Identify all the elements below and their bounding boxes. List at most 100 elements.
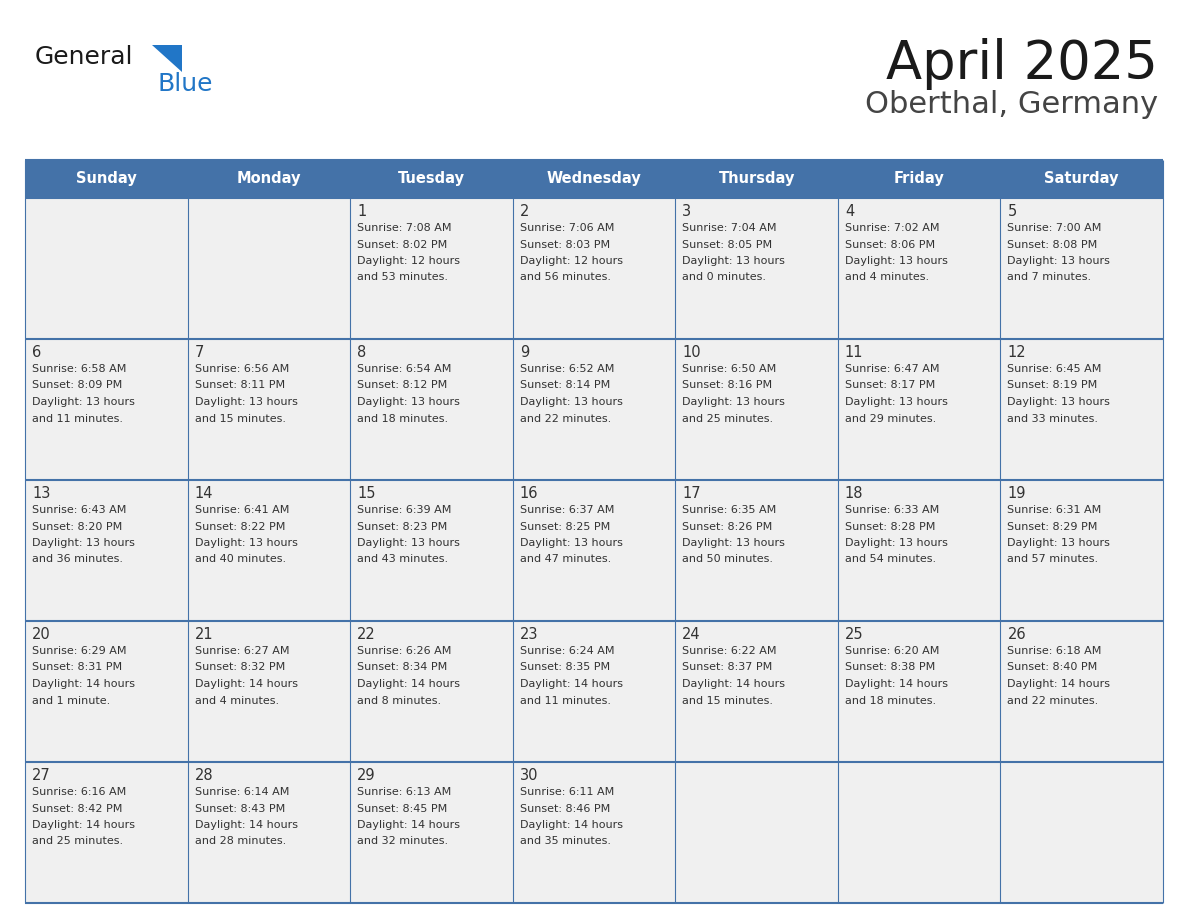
Bar [350, 621, 513, 762]
Text: Sunset: 8:37 PM: Sunset: 8:37 PM [682, 663, 772, 673]
Text: 10: 10 [682, 345, 701, 360]
Text: 4: 4 [845, 204, 854, 219]
Bar [350, 198, 513, 339]
Text: and 7 minutes.: and 7 minutes. [1007, 273, 1092, 283]
Text: and 43 minutes.: and 43 minutes. [358, 554, 448, 565]
Text: Sunset: 8:26 PM: Sunset: 8:26 PM [682, 521, 772, 532]
Text: Sunset: 8:16 PM: Sunset: 8:16 PM [682, 380, 772, 390]
Bar [25, 160, 188, 198]
Text: 28: 28 [195, 768, 213, 783]
Text: Sunrise: 6:26 AM: Sunrise: 6:26 AM [358, 646, 451, 656]
Bar [513, 480, 675, 621]
Text: Daylight: 13 hours: Daylight: 13 hours [845, 538, 948, 548]
Text: Sunrise: 6:16 AM: Sunrise: 6:16 AM [32, 787, 126, 797]
Bar [838, 339, 1000, 480]
Text: Sunrise: 6:54 AM: Sunrise: 6:54 AM [358, 364, 451, 374]
Text: Sunset: 8:45 PM: Sunset: 8:45 PM [358, 803, 448, 813]
Bar [1000, 480, 1163, 621]
Text: Sunset: 8:17 PM: Sunset: 8:17 PM [845, 380, 935, 390]
Text: Sunset: 8:11 PM: Sunset: 8:11 PM [195, 380, 285, 390]
Polygon shape [152, 45, 182, 72]
Text: 20: 20 [32, 627, 51, 642]
Text: and 54 minutes.: and 54 minutes. [845, 554, 936, 565]
Text: Sunset: 8:28 PM: Sunset: 8:28 PM [845, 521, 935, 532]
Text: April 2025: April 2025 [886, 38, 1158, 90]
Text: Oberthal, Germany: Oberthal, Germany [865, 90, 1158, 119]
Text: Daylight: 13 hours: Daylight: 13 hours [1007, 397, 1111, 407]
Text: Daylight: 14 hours: Daylight: 14 hours [32, 679, 135, 689]
Text: 25: 25 [845, 627, 864, 642]
Text: Daylight: 13 hours: Daylight: 13 hours [358, 538, 460, 548]
Text: Daylight: 13 hours: Daylight: 13 hours [845, 397, 948, 407]
Text: Sunset: 8:09 PM: Sunset: 8:09 PM [32, 380, 122, 390]
Text: Sunset: 8:31 PM: Sunset: 8:31 PM [32, 663, 122, 673]
Text: Sunset: 8:02 PM: Sunset: 8:02 PM [358, 240, 448, 250]
Text: Sunset: 8:46 PM: Sunset: 8:46 PM [519, 803, 609, 813]
Text: 6: 6 [32, 345, 42, 360]
Bar [188, 198, 350, 339]
Text: Blue: Blue [157, 72, 213, 96]
Text: General: General [34, 45, 133, 69]
Text: Sunset: 8:32 PM: Sunset: 8:32 PM [195, 663, 285, 673]
Text: Tuesday: Tuesday [398, 172, 465, 186]
Text: Daylight: 14 hours: Daylight: 14 hours [1007, 679, 1111, 689]
Text: Daylight: 13 hours: Daylight: 13 hours [682, 397, 785, 407]
Bar [25, 621, 188, 762]
Text: and 8 minutes.: and 8 minutes. [358, 696, 441, 706]
Text: 11: 11 [845, 345, 864, 360]
Bar [675, 198, 838, 339]
Text: Sunrise: 6:37 AM: Sunrise: 6:37 AM [519, 505, 614, 515]
Text: Daylight: 13 hours: Daylight: 13 hours [682, 538, 785, 548]
Text: Sunrise: 6:27 AM: Sunrise: 6:27 AM [195, 646, 289, 656]
Text: Sunset: 8:08 PM: Sunset: 8:08 PM [1007, 240, 1098, 250]
Bar [1000, 160, 1163, 198]
Bar [838, 480, 1000, 621]
Bar [513, 762, 675, 903]
Text: Daylight: 14 hours: Daylight: 14 hours [195, 820, 297, 830]
Text: and 33 minutes.: and 33 minutes. [1007, 413, 1099, 423]
Bar [675, 480, 838, 621]
Bar [188, 762, 350, 903]
Bar [1000, 198, 1163, 339]
Bar [25, 480, 188, 621]
Text: Sunrise: 6:13 AM: Sunrise: 6:13 AM [358, 787, 451, 797]
Text: and 18 minutes.: and 18 minutes. [845, 696, 936, 706]
Text: Saturday: Saturday [1044, 172, 1119, 186]
Text: 12: 12 [1007, 345, 1026, 360]
Text: Sunrise: 6:47 AM: Sunrise: 6:47 AM [845, 364, 940, 374]
Bar [350, 160, 513, 198]
Text: Sunrise: 7:02 AM: Sunrise: 7:02 AM [845, 223, 940, 233]
Text: 26: 26 [1007, 627, 1026, 642]
Text: Sunset: 8:25 PM: Sunset: 8:25 PM [519, 521, 609, 532]
Text: 22: 22 [358, 627, 375, 642]
Text: Daylight: 13 hours: Daylight: 13 hours [519, 538, 623, 548]
Text: Daylight: 12 hours: Daylight: 12 hours [519, 256, 623, 266]
Text: Sunset: 8:19 PM: Sunset: 8:19 PM [1007, 380, 1098, 390]
Text: Daylight: 13 hours: Daylight: 13 hours [358, 397, 460, 407]
Text: Sunrise: 6:31 AM: Sunrise: 6:31 AM [1007, 505, 1101, 515]
Text: Sunset: 8:22 PM: Sunset: 8:22 PM [195, 521, 285, 532]
Text: and 35 minutes.: and 35 minutes. [519, 836, 611, 846]
Text: Sunset: 8:14 PM: Sunset: 8:14 PM [519, 380, 609, 390]
Text: 18: 18 [845, 486, 864, 501]
Text: Sunrise: 6:52 AM: Sunrise: 6:52 AM [519, 364, 614, 374]
Text: 14: 14 [195, 486, 213, 501]
Text: Daylight: 14 hours: Daylight: 14 hours [195, 679, 297, 689]
Text: Sunrise: 6:22 AM: Sunrise: 6:22 AM [682, 646, 777, 656]
Text: Daylight: 14 hours: Daylight: 14 hours [845, 679, 948, 689]
Text: and 57 minutes.: and 57 minutes. [1007, 554, 1099, 565]
Text: and 4 minutes.: and 4 minutes. [195, 696, 279, 706]
Text: Daylight: 14 hours: Daylight: 14 hours [32, 820, 135, 830]
Text: Sunrise: 7:04 AM: Sunrise: 7:04 AM [682, 223, 777, 233]
Text: Daylight: 14 hours: Daylight: 14 hours [519, 679, 623, 689]
Text: Sunrise: 6:20 AM: Sunrise: 6:20 AM [845, 646, 940, 656]
Text: Wednesday: Wednesday [546, 172, 642, 186]
Bar [675, 621, 838, 762]
Text: Sunset: 8:12 PM: Sunset: 8:12 PM [358, 380, 448, 390]
Text: 5: 5 [1007, 204, 1017, 219]
Text: Sunrise: 6:56 AM: Sunrise: 6:56 AM [195, 364, 289, 374]
Text: Monday: Monday [236, 172, 301, 186]
Text: Sunrise: 7:06 AM: Sunrise: 7:06 AM [519, 223, 614, 233]
Text: 21: 21 [195, 627, 213, 642]
Text: and 25 minutes.: and 25 minutes. [32, 836, 124, 846]
